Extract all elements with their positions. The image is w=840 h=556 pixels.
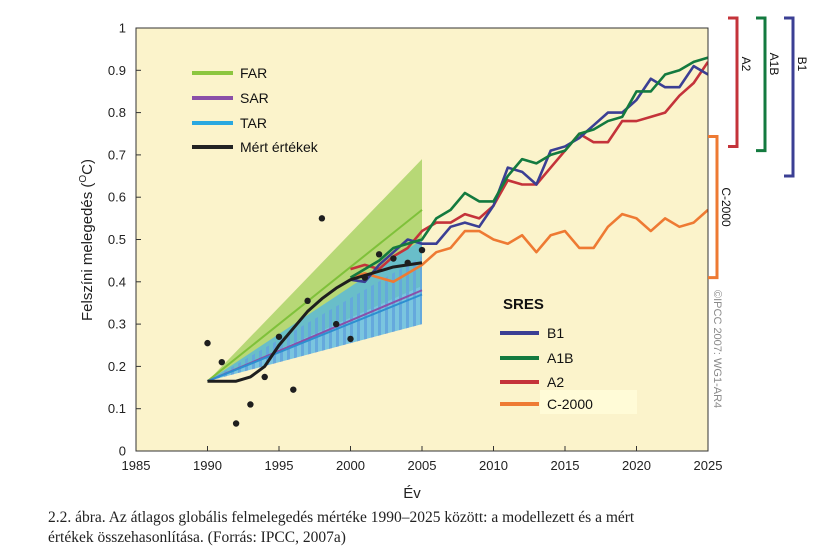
observed-point-1990 xyxy=(204,339,211,347)
figure-caption: 2.2. ábra. Az átlagos globális felmelege… xyxy=(48,508,828,548)
x-tick-label-2015: 2015 xyxy=(551,458,580,473)
range-bracket-a2 xyxy=(728,16,739,148)
series-line-b1 xyxy=(350,64,708,284)
observed-point-1995 xyxy=(275,333,283,340)
x-tick-label-1995: 1995 xyxy=(265,458,294,473)
range-bracket-label-c-2000: C-2000 xyxy=(719,187,733,227)
caption-line-2: értékek összehasonlítása. (Forrás: IPCC,… xyxy=(48,529,346,546)
observed-point-1991 xyxy=(218,358,225,366)
range-bracket-b1 xyxy=(784,16,795,178)
legend-label-b1: B1 xyxy=(547,325,564,341)
legend-label-c2000: C-2000 xyxy=(547,396,593,412)
y-tick-label-9: 0.9 xyxy=(108,63,126,78)
observed-smoothed-line xyxy=(207,261,423,383)
observed-point-2004 xyxy=(404,259,411,266)
y-axis-title-main: Felszíni melegedés ( xyxy=(79,183,96,321)
chart: 1985 1990 1995 2000 2005 2010 2015 2020 2025 0 0.1… xyxy=(78,16,809,502)
y-axis-title-unit: C) xyxy=(79,159,96,175)
observed-point-1992 xyxy=(232,420,240,427)
range-wedge-far xyxy=(207,159,422,382)
y-tick-label-6: 0.6 xyxy=(108,190,126,205)
observed-point-2002 xyxy=(375,251,383,258)
range-central-tar xyxy=(207,293,423,383)
observed-point-1993 xyxy=(247,401,254,408)
range-bracket-label-a1b: A1B xyxy=(767,53,781,76)
y-tick-label-2: 0.2 xyxy=(108,359,126,374)
assessment-legend: FAR SAR TAR Mért értékek xyxy=(192,65,319,155)
observed-point-1997 xyxy=(304,297,311,305)
y-tick-label-1: 0.1 xyxy=(108,401,126,416)
y-tick-label-7: 0.7 xyxy=(108,147,126,162)
legend-label-a2: A2 xyxy=(547,374,564,390)
x-tick-label-2020: 2020 xyxy=(622,458,651,473)
ipcc-credit: ©IPCC 2007: WG1-AR4 xyxy=(711,290,723,408)
series-line-a2 xyxy=(350,61,708,271)
y-axis-title: Felszíni melegedés (OC) xyxy=(78,159,96,321)
range-bracket-c-2000 xyxy=(708,134,719,280)
observed-point-2000 xyxy=(347,335,354,343)
range-central-far xyxy=(206,209,423,382)
x-tick-label-2025: 2025 xyxy=(694,458,723,473)
x-tick-label-1985: 1985 xyxy=(122,458,151,473)
y-tick-label-4: 0.4 xyxy=(108,274,126,289)
legend-label-tar: TAR xyxy=(240,115,267,131)
y-tick-label-10: 1 xyxy=(119,21,126,36)
legend-label-far: FAR xyxy=(240,65,267,81)
x-tick-label-2005: 2005 xyxy=(408,458,437,473)
y-axis-title-sup: O xyxy=(78,175,89,183)
x-tick-label-2000: 2000 xyxy=(336,458,365,473)
observed-point-2003 xyxy=(390,255,397,262)
observed-point-2001 xyxy=(361,274,368,281)
observed-point-1996 xyxy=(290,386,297,393)
x-tick-label-2010: 2010 xyxy=(479,458,508,473)
observed-point-2005 xyxy=(418,246,426,254)
legend-label-observed: Mért értékek xyxy=(240,139,319,155)
range-bracket-label-b1: B1 xyxy=(795,57,809,72)
range-wedge-tar xyxy=(207,239,422,382)
legend-label-a1b: A1B xyxy=(547,350,573,366)
observed-point-1998 xyxy=(318,215,326,222)
observed-point-1999 xyxy=(333,320,340,328)
y-tick-label-8: 0.8 xyxy=(108,105,126,120)
series-line-c-2000 xyxy=(350,208,708,284)
series-line-a1b xyxy=(349,56,708,279)
legend-label-sar: SAR xyxy=(240,90,269,106)
y-tick-label-5: 0.5 xyxy=(108,232,126,247)
range-bracket-label-a2: A2 xyxy=(739,57,753,72)
range-bracket-a1b xyxy=(756,16,767,153)
x-tick-label-1990: 1990 xyxy=(193,458,222,473)
sres-legend-title: SRES xyxy=(503,296,544,313)
caption-line-1: 2.2. ábra. Az átlagos globális felmelege… xyxy=(48,509,635,526)
sres-legend: SRES B1 A1B A2 C-2000 xyxy=(500,296,637,414)
sres-legend-highlight xyxy=(540,390,637,414)
y-tick-label-3: 0.3 xyxy=(108,317,126,332)
observed-point-1994 xyxy=(261,373,268,381)
x-axis-title: Év xyxy=(403,485,421,502)
y-tick-label-0: 0 xyxy=(119,444,126,459)
